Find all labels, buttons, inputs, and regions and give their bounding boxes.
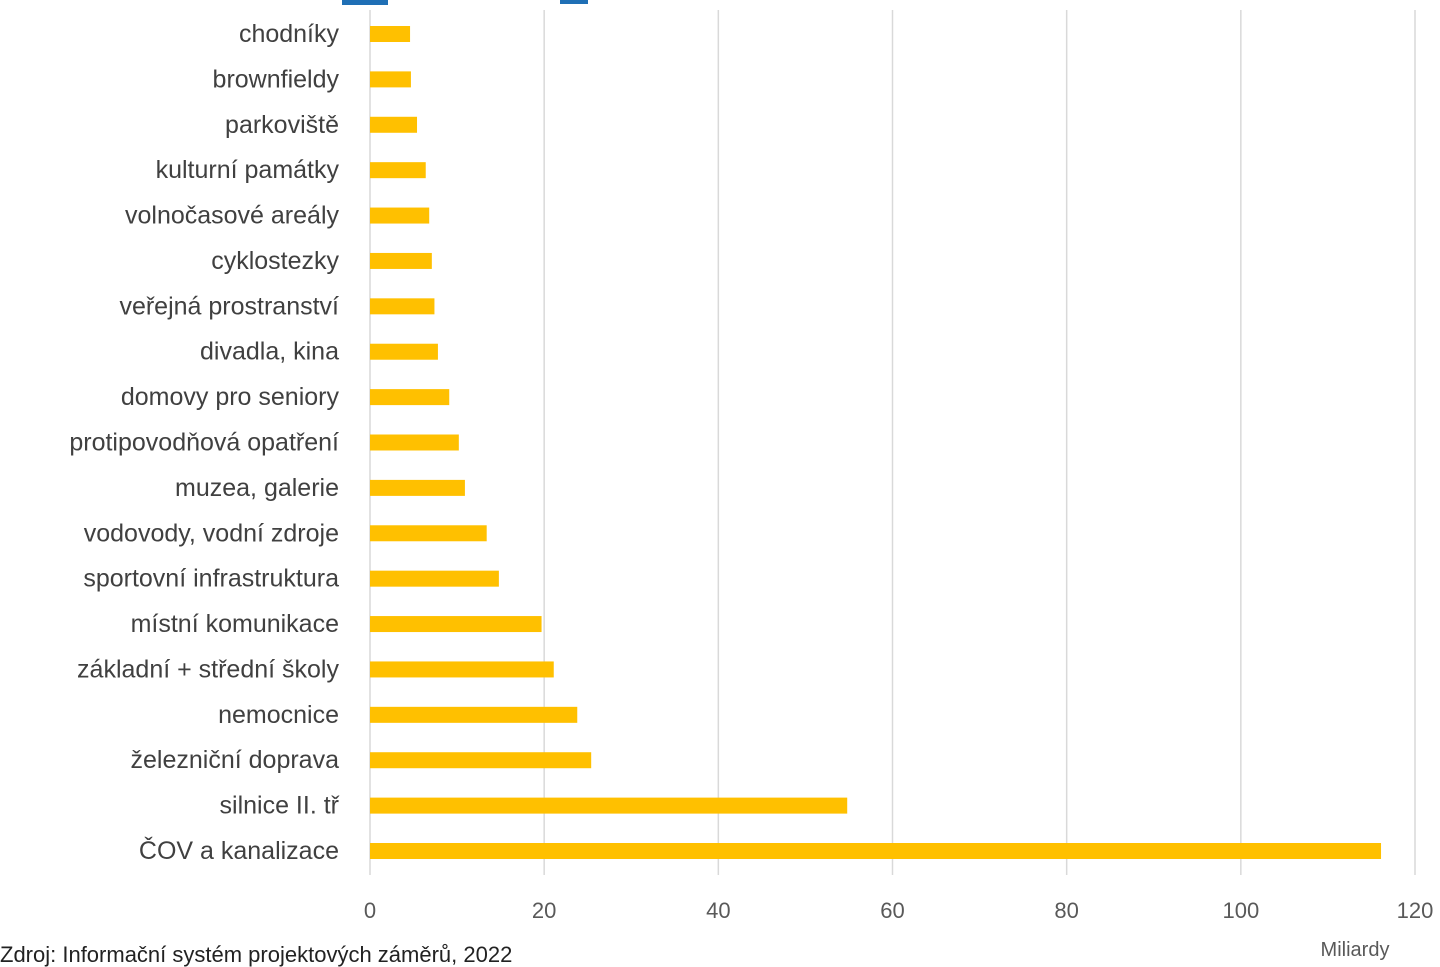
category-label: základní + střední školy [77, 655, 339, 683]
bar [370, 706, 578, 723]
x-tick-label: 80 [1054, 898, 1078, 923]
x-tick-label: 120 [1397, 898, 1434, 923]
bar [370, 570, 499, 587]
gridlines [369, 10, 1416, 875]
title-fragment [342, 0, 388, 5]
bar [370, 26, 411, 42]
bar [370, 661, 554, 678]
chart-title-fragment [342, 0, 588, 5]
category-label: parkoviště [225, 111, 339, 139]
x-axis-unit-label: Miliardy [1321, 939, 1390, 961]
x-tick-labels: 0 20 40 60 80 100 120 [364, 898, 1433, 923]
category-label: domovy pro seniory [121, 383, 340, 411]
bar [370, 843, 1382, 859]
bar [370, 616, 542, 633]
title-fragment [560, 0, 588, 4]
x-tick-label: 40 [706, 898, 730, 923]
category-label: vodovody, vodní zdroje [84, 519, 339, 547]
bar [370, 797, 848, 814]
bar [370, 525, 487, 542]
category-label: veřejná prostranství [119, 292, 339, 320]
bars [370, 26, 1382, 859]
bar [370, 116, 418, 133]
bar [370, 207, 430, 224]
bar [370, 71, 411, 88]
source-note: Zdroj: Informační systém projektových zá… [0, 942, 513, 967]
category-label: sportovní infrastruktura [83, 565, 339, 593]
x-tick-label: 20 [532, 898, 556, 923]
category-label: nemocnice [218, 701, 339, 729]
bar [370, 162, 426, 179]
bar [370, 479, 465, 496]
category-label: volnočasové areály [125, 202, 340, 230]
x-tick-label: 0 [364, 898, 376, 923]
category-label: místní komunikace [131, 610, 339, 638]
category-label: muzea, galerie [175, 474, 339, 502]
bar [370, 298, 435, 315]
category-label: ČOV a kanalizace [139, 836, 339, 865]
category-label: chodníky [239, 20, 340, 48]
category-label: železniční doprava [131, 746, 340, 774]
category-label: brownfieldy [213, 65, 340, 93]
bar [370, 434, 459, 451]
bar [370, 343, 438, 360]
bar [370, 752, 592, 769]
x-tick-label: 100 [1222, 898, 1259, 923]
category-label: divadla, kina [200, 338, 339, 366]
category-label: protipovodňová opatření [69, 429, 339, 457]
category-label: kulturní památky [156, 156, 340, 184]
category-label: silnice II. tř [220, 792, 340, 820]
bar [370, 389, 450, 406]
bar [370, 252, 432, 269]
category-label: cyklostezky [211, 247, 339, 275]
x-tick-label: 60 [880, 898, 904, 923]
category-labels: chodníky brownfieldy parkoviště kulturní pa… [69, 20, 339, 865]
